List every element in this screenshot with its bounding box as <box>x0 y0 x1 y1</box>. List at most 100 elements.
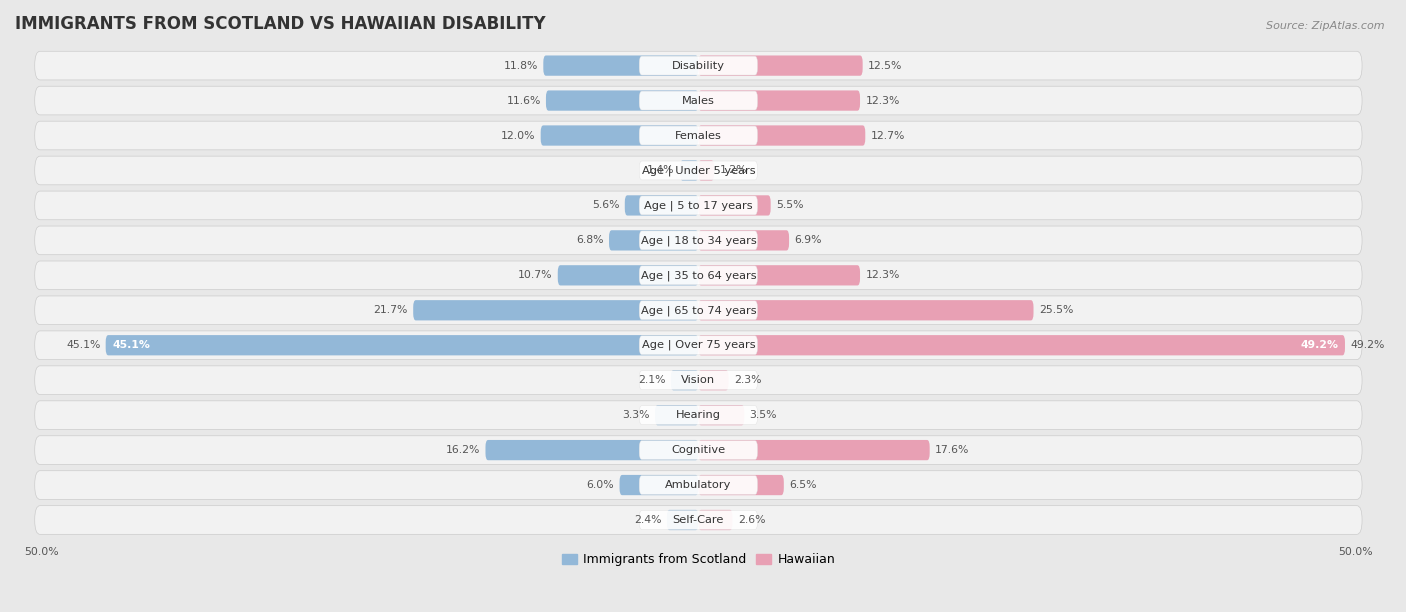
Legend: Immigrants from Scotland, Hawaiian: Immigrants from Scotland, Hawaiian <box>557 548 841 572</box>
FancyBboxPatch shape <box>35 506 1362 534</box>
FancyBboxPatch shape <box>699 440 929 460</box>
Text: 1.4%: 1.4% <box>647 165 675 176</box>
Text: Disability: Disability <box>672 61 725 70</box>
FancyBboxPatch shape <box>105 335 699 356</box>
FancyBboxPatch shape <box>699 195 770 215</box>
FancyBboxPatch shape <box>546 91 699 111</box>
Text: Age | Under 5 years: Age | Under 5 years <box>641 165 755 176</box>
Text: 11.6%: 11.6% <box>506 95 541 105</box>
Text: Age | 65 to 74 years: Age | 65 to 74 years <box>641 305 756 316</box>
FancyBboxPatch shape <box>640 510 758 529</box>
FancyBboxPatch shape <box>640 231 758 250</box>
FancyBboxPatch shape <box>620 475 699 495</box>
FancyBboxPatch shape <box>655 405 699 425</box>
Text: Source: ZipAtlas.com: Source: ZipAtlas.com <box>1267 21 1385 31</box>
Text: Age | 35 to 64 years: Age | 35 to 64 years <box>641 270 756 280</box>
FancyBboxPatch shape <box>543 56 699 76</box>
FancyBboxPatch shape <box>699 335 1346 356</box>
FancyBboxPatch shape <box>699 91 860 111</box>
Text: Females: Females <box>675 130 721 141</box>
Text: 5.5%: 5.5% <box>776 200 803 211</box>
FancyBboxPatch shape <box>671 370 699 390</box>
FancyBboxPatch shape <box>699 300 1033 321</box>
FancyBboxPatch shape <box>35 226 1362 255</box>
FancyBboxPatch shape <box>558 265 699 285</box>
FancyBboxPatch shape <box>640 91 758 110</box>
FancyBboxPatch shape <box>35 296 1362 324</box>
FancyBboxPatch shape <box>640 406 758 425</box>
Text: IMMIGRANTS FROM SCOTLAND VS HAWAIIAN DISABILITY: IMMIGRANTS FROM SCOTLAND VS HAWAIIAN DIS… <box>15 15 546 33</box>
FancyBboxPatch shape <box>640 371 758 390</box>
Text: Males: Males <box>682 95 714 105</box>
Text: Cognitive: Cognitive <box>671 445 725 455</box>
FancyBboxPatch shape <box>541 125 699 146</box>
FancyBboxPatch shape <box>35 86 1362 115</box>
Text: 12.5%: 12.5% <box>868 61 903 70</box>
Text: 12.3%: 12.3% <box>865 95 900 105</box>
FancyBboxPatch shape <box>485 440 699 460</box>
FancyBboxPatch shape <box>640 196 758 215</box>
Text: 21.7%: 21.7% <box>374 305 408 315</box>
Text: 11.8%: 11.8% <box>503 61 538 70</box>
FancyBboxPatch shape <box>699 510 733 530</box>
FancyBboxPatch shape <box>666 510 699 530</box>
FancyBboxPatch shape <box>640 441 758 460</box>
FancyBboxPatch shape <box>640 161 758 180</box>
FancyBboxPatch shape <box>35 471 1362 499</box>
Text: Age | Over 75 years: Age | Over 75 years <box>641 340 755 351</box>
Text: 12.7%: 12.7% <box>870 130 905 141</box>
FancyBboxPatch shape <box>35 156 1362 185</box>
FancyBboxPatch shape <box>640 266 758 285</box>
Text: 45.1%: 45.1% <box>66 340 100 350</box>
Text: 5.6%: 5.6% <box>592 200 620 211</box>
FancyBboxPatch shape <box>413 300 699 321</box>
Text: 3.5%: 3.5% <box>749 410 778 420</box>
FancyBboxPatch shape <box>35 191 1362 220</box>
Text: 2.6%: 2.6% <box>738 515 765 525</box>
Text: 16.2%: 16.2% <box>446 445 481 455</box>
FancyBboxPatch shape <box>699 475 783 495</box>
Text: 49.2%: 49.2% <box>1350 340 1385 350</box>
FancyBboxPatch shape <box>699 56 863 76</box>
FancyBboxPatch shape <box>609 230 699 250</box>
Text: 12.0%: 12.0% <box>501 130 536 141</box>
FancyBboxPatch shape <box>699 265 860 285</box>
Text: 25.5%: 25.5% <box>1039 305 1073 315</box>
Text: Self-Care: Self-Care <box>672 515 724 525</box>
FancyBboxPatch shape <box>35 261 1362 289</box>
FancyBboxPatch shape <box>35 51 1362 80</box>
Text: Ambulatory: Ambulatory <box>665 480 731 490</box>
Text: 2.4%: 2.4% <box>634 515 662 525</box>
FancyBboxPatch shape <box>35 401 1362 430</box>
Text: Hearing: Hearing <box>676 410 721 420</box>
Text: 17.6%: 17.6% <box>935 445 969 455</box>
FancyBboxPatch shape <box>699 125 865 146</box>
FancyBboxPatch shape <box>681 160 699 181</box>
Text: Vision: Vision <box>682 375 716 385</box>
FancyBboxPatch shape <box>35 121 1362 150</box>
Text: 2.3%: 2.3% <box>734 375 762 385</box>
Text: 6.5%: 6.5% <box>789 480 817 490</box>
Text: 6.0%: 6.0% <box>586 480 614 490</box>
Text: 10.7%: 10.7% <box>517 271 553 280</box>
FancyBboxPatch shape <box>640 336 758 355</box>
FancyBboxPatch shape <box>35 366 1362 395</box>
FancyBboxPatch shape <box>699 370 728 390</box>
Text: Age | 18 to 34 years: Age | 18 to 34 years <box>641 235 756 245</box>
FancyBboxPatch shape <box>699 230 789 250</box>
FancyBboxPatch shape <box>699 405 744 425</box>
Text: 49.2%: 49.2% <box>1301 340 1339 350</box>
FancyBboxPatch shape <box>35 436 1362 465</box>
Text: 1.2%: 1.2% <box>720 165 747 176</box>
Text: 3.3%: 3.3% <box>623 410 650 420</box>
FancyBboxPatch shape <box>624 195 699 215</box>
Text: 45.1%: 45.1% <box>112 340 150 350</box>
FancyBboxPatch shape <box>640 476 758 494</box>
Text: Age | 5 to 17 years: Age | 5 to 17 years <box>644 200 752 211</box>
FancyBboxPatch shape <box>640 126 758 145</box>
FancyBboxPatch shape <box>35 331 1362 360</box>
Text: 6.8%: 6.8% <box>576 236 603 245</box>
Text: 2.1%: 2.1% <box>638 375 665 385</box>
FancyBboxPatch shape <box>699 160 714 181</box>
FancyBboxPatch shape <box>640 56 758 75</box>
